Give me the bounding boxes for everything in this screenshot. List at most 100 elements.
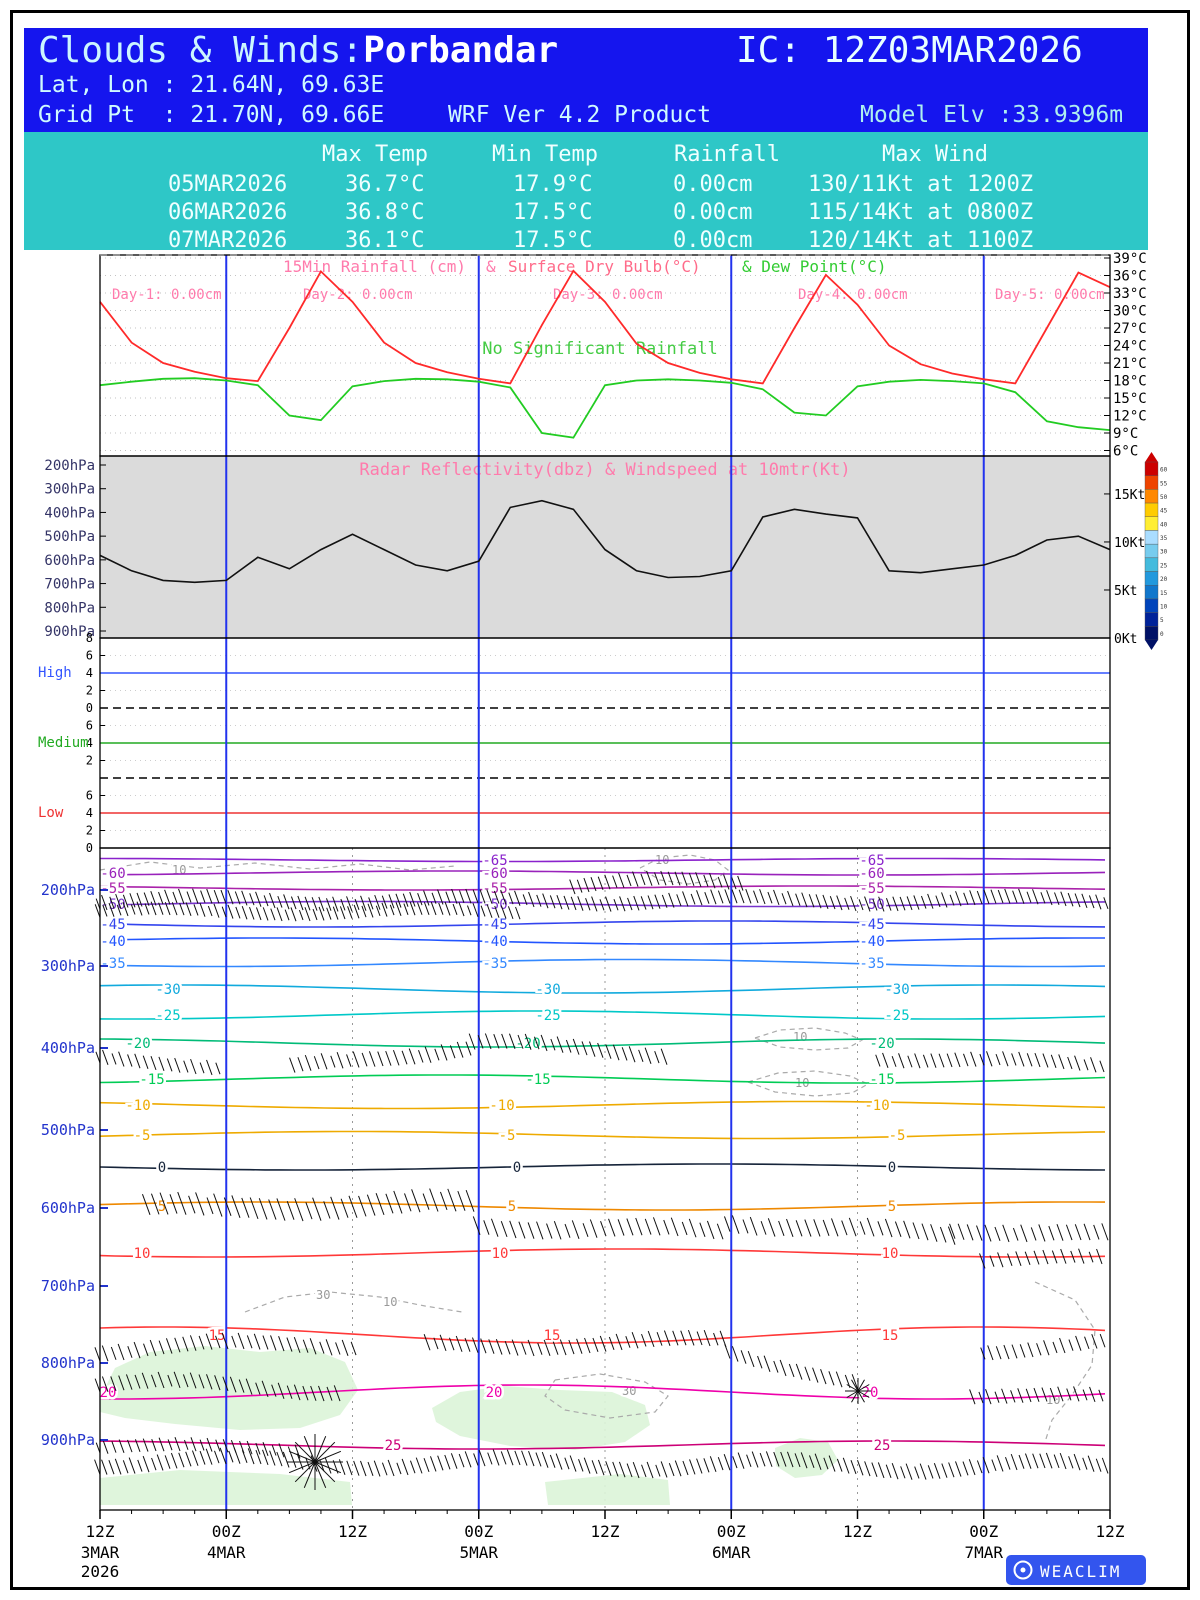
isotherm-label: -40 — [859, 934, 884, 950]
row-max-temp: 36.7°C — [345, 172, 425, 197]
isotherm-label: -40 — [482, 934, 507, 950]
cloud-tick-label: 8 — [86, 631, 93, 645]
colorbar-tick-label: 15 — [1160, 590, 1168, 597]
col-header-min-temp: Min Temp — [492, 142, 598, 167]
main-pressure-label: 300hPa — [41, 957, 95, 975]
weaclim-logo-dot — [1020, 1567, 1026, 1573]
date-label: 3MAR — [81, 1543, 120, 1562]
colorbar-segment — [1144, 489, 1159, 504]
isotherm-label: -20 — [869, 1036, 894, 1052]
isotherm--60 — [99, 870, 1106, 876]
colorbar-tick-label: 5 — [1160, 617, 1164, 624]
isotherm-label: 15 — [544, 1328, 561, 1344]
cloud-tick-label: 6 — [86, 789, 93, 803]
time-tick-label: 12Z — [86, 1522, 115, 1541]
isotherm-label: -10 — [125, 1098, 150, 1114]
temp-axis-label: 30°C — [1113, 304, 1147, 320]
day-rain-total: Day-4: 0.00cm — [798, 287, 908, 303]
isotherm-label: 5 — [888, 1199, 896, 1215]
windspeed-10m-kt-curve — [99, 499, 1111, 584]
row-max-wind: 120/14Kt at 1100Z — [808, 228, 1034, 253]
isotherm-label: 5 — [508, 1199, 516, 1215]
radar-pressure-label: 400hPa — [44, 505, 95, 521]
temp-axis-label: 6°C — [1113, 444, 1138, 460]
isotherm-label: -30 — [535, 982, 560, 998]
humidity-region — [432, 1386, 650, 1450]
isotherm-label: -5 — [134, 1128, 151, 1144]
isotherm-label: -35 — [859, 956, 884, 972]
model-elev-label: Model Elv :33.9396m — [860, 102, 1124, 128]
gray-contour-label: 30 — [316, 1288, 330, 1302]
cloud-tick-label: 0 — [86, 701, 93, 715]
isotherm-label: -45 — [482, 917, 507, 933]
time-tick-label: 12Z — [591, 1522, 620, 1541]
isotherm-label: -55 — [859, 881, 884, 897]
gray-contour — [544, 1373, 669, 1419]
gridpt-label: Grid Pt : 21.70N, 69.66E — [38, 102, 385, 128]
date-label: 4MAR — [207, 1543, 246, 1562]
weaclim-logo-text: WEACLIM — [1040, 1562, 1121, 1581]
cloud-tick-label: 2 — [86, 754, 93, 768]
time-tick-label: 00Z — [969, 1522, 998, 1541]
isotherm-label: -55 — [100, 881, 125, 897]
time-tick-label: 00Z — [717, 1522, 746, 1541]
time-tick-label: 00Z — [212, 1522, 241, 1541]
cloud-tick-label: 2 — [86, 684, 93, 698]
dew-point-c-curve — [99, 377, 1111, 439]
isotherm-label: -65 — [482, 853, 507, 869]
row-max-temp: 36.1°C — [345, 228, 425, 253]
isotherm-5 — [99, 1201, 1106, 1211]
row-max-wind: 115/14Kt at 0800Z — [808, 200, 1034, 225]
temp-axis-label: 24°C — [1113, 339, 1147, 355]
colorbar-tick-label: 25 — [1160, 562, 1168, 569]
isotherm-label: 10 — [882, 1246, 899, 1262]
cloud-tick-label: 6 — [86, 719, 93, 733]
radar-pressure-label: 600hPa — [44, 553, 95, 569]
no-rain-annotation: No Significant Rainfall — [482, 339, 717, 359]
isotherm--10 — [99, 1100, 1106, 1110]
isotherm-label: -5 — [499, 1128, 516, 1144]
colorbar-segment — [1144, 502, 1159, 517]
colorbar-tick-label: 35 — [1160, 535, 1168, 542]
header-banner: Clouds & Winds:Porbandar IC: 12Z03MAR202… — [24, 28, 1148, 132]
isotherm-label: -35 — [100, 956, 125, 972]
colorbar-top-arrow — [1145, 452, 1158, 462]
colorbar-tick-label: 10 — [1160, 604, 1168, 611]
isotherm-label: -35 — [482, 956, 507, 972]
date-label: 5MAR — [459, 1543, 498, 1562]
isotherm-label: -60 — [100, 866, 125, 882]
temp-axis-label: 27°C — [1113, 321, 1147, 337]
colorbar-segment — [1144, 530, 1159, 545]
colorbar-segment — [1144, 626, 1159, 641]
radar-pressure-label: 800hPa — [44, 600, 95, 616]
colorbar-tick-label: 50 — [1160, 494, 1168, 501]
radar-pressure-label: 500hPa — [44, 529, 95, 545]
isotherm-label: -40 — [100, 934, 125, 950]
colorbar-tick-label: 20 — [1160, 576, 1168, 583]
day-rain-total: Day-2: 0.00cm — [303, 287, 413, 303]
weaclim-logo-icon — [1013, 1560, 1033, 1580]
row-date: 06MAR2026 — [168, 200, 288, 225]
humidity-region — [545, 1474, 670, 1505]
main-pressure-label: 500hPa — [41, 1121, 95, 1139]
isotherm-label: -15 — [139, 1072, 164, 1088]
humidity-region — [775, 1438, 838, 1478]
isotherm--25 — [99, 1010, 1106, 1020]
kt-axis-label: 15Kt — [1114, 488, 1145, 503]
isotherm--50 — [99, 900, 1106, 908]
time-tick-label: 00Z — [464, 1522, 493, 1541]
cloud-band-label-low: Low — [38, 805, 64, 821]
gray-contour-label: 10 — [793, 1030, 807, 1044]
isotherm--65 — [100, 857, 1106, 863]
temp-axis-label: 15°C — [1113, 391, 1147, 407]
row-rainfall: 0.00cm — [673, 200, 753, 225]
outer-border — [10, 10, 1190, 1590]
year-label: 2026 — [81, 1562, 120, 1581]
forecast-table: Max Temp Min Temp Rainfall Max Wind 05MA… — [24, 132, 1148, 253]
col-header-max-wind: Max Wind — [882, 142, 988, 167]
kt-axis-label: 10Kt — [1114, 536, 1145, 551]
day-rain-total: Day-3: 0.00cm — [553, 287, 663, 303]
row-date: 05MAR2026 — [168, 172, 288, 197]
main-pressure-label: 800hPa — [41, 1354, 95, 1372]
